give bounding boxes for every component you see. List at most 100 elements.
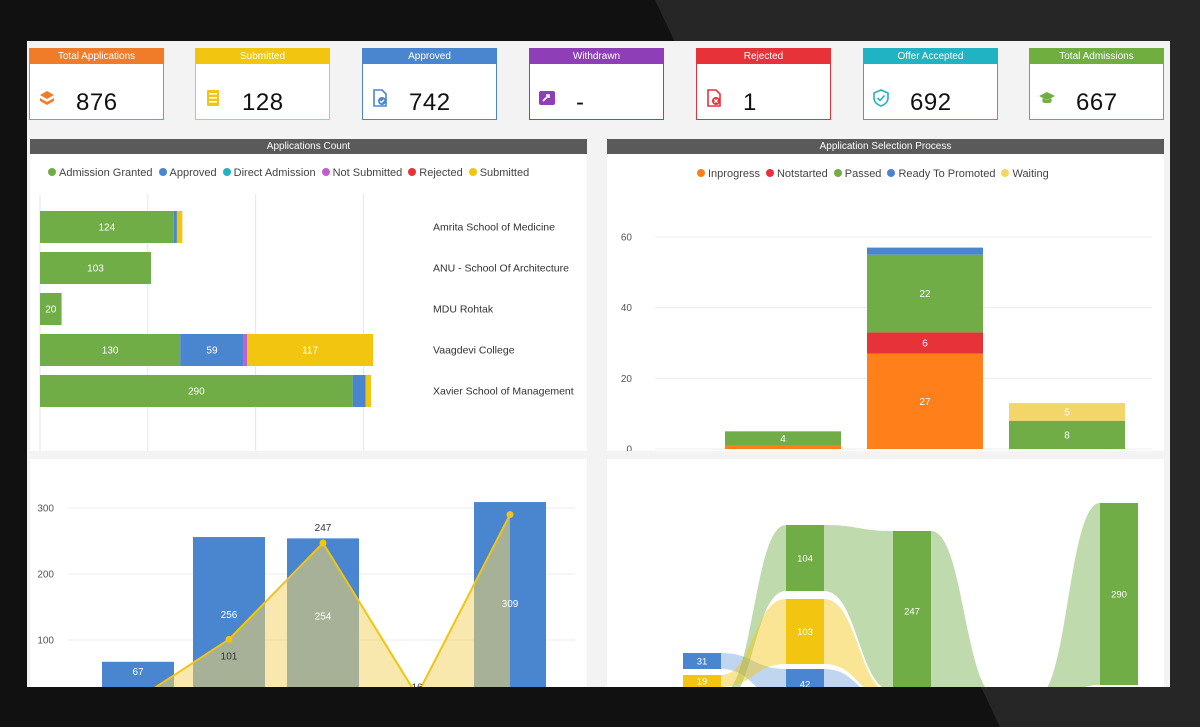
bar-passed: [867, 254, 983, 333]
bar-approved: [352, 375, 366, 407]
legend-item-passed: Passed: [833, 168, 882, 180]
data-label: 103: [797, 627, 813, 638]
data-label: 290: [188, 387, 205, 398]
ribbon-yellow: [683, 599, 879, 687]
bar-not-submitted: [243, 334, 247, 366]
legend-item-admission-granted: Admission Granted: [48, 167, 153, 179]
ribbon-segment: [1100, 503, 1138, 685]
bar-admission-granted: [40, 211, 174, 243]
legend-label: Waiting: [1012, 168, 1049, 180]
data-label: 19: [697, 677, 708, 688]
y-tick-label: 60: [621, 233, 633, 244]
legend-swatch: [833, 169, 842, 177]
line-point: [506, 511, 514, 519]
data-label: 117: [302, 346, 318, 357]
data-label: 124: [99, 223, 116, 234]
ribbon-green: [731, 503, 1138, 687]
legend-label: Approved: [169, 167, 217, 179]
legend-item-waiting: Waiting: [1001, 168, 1049, 180]
legend-item-approved: Approved: [158, 167, 217, 179]
data-label: 247: [904, 607, 920, 618]
line-point: [319, 539, 327, 547]
bar-inprogress: [725, 445, 841, 449]
yearly-ribbon-panel: 1510424716290191033142192018201920202020…: [607, 459, 1164, 687]
data-label: 103: [87, 264, 104, 275]
legend-item-notstarted: Notstarted: [765, 168, 828, 180]
kpi-value: 692: [910, 89, 952, 116]
kpi-label: Offer Accepted: [864, 49, 997, 64]
data-label: 130: [102, 346, 119, 357]
selection-process-chart: 020406042762285Amrita School of Medicine…: [621, 233, 1152, 451]
data-label: 31: [697, 657, 708, 668]
line-data-label: 101: [221, 651, 238, 662]
kpi-value: 667: [1076, 89, 1118, 116]
legend-label: Inprogress: [708, 168, 760, 180]
applications-count-chart: 0100200300124Amrita School of Medicine10…: [39, 194, 574, 451]
legend-swatch: [697, 169, 705, 177]
category-label: Vaagdevi College: [433, 345, 515, 357]
bar-approved: [173, 211, 177, 243]
data-label: 42: [800, 680, 811, 688]
kpi-card-total-admissions: Total Admissions 667: [1029, 48, 1164, 120]
legend-item-ready-to-promoted: Ready To Promoted: [887, 168, 995, 180]
y-tick-label: 20: [621, 374, 633, 385]
line-area: [155, 514, 510, 687]
legend-swatch: [321, 168, 330, 176]
rejected-doc-icon: [705, 89, 723, 107]
line-point: [225, 635, 233, 643]
bar-submitted: [176, 211, 183, 243]
data-label: 27: [919, 397, 931, 408]
data-label: 59: [206, 346, 218, 357]
legend-item-inprogress: Inprogress: [697, 168, 760, 180]
bar-notstarted: [867, 332, 983, 354]
y-tick-label: 40: [621, 303, 633, 314]
line-data-label: 16: [411, 682, 423, 687]
kpi-label: Withdrawn: [530, 49, 663, 64]
bar-waiting: [1009, 403, 1125, 421]
y-tick-label: 300: [37, 504, 54, 515]
bar-admission-granted: [40, 252, 152, 284]
shield-check-icon: [872, 89, 890, 107]
y-tick-label: 100: [37, 636, 54, 647]
applications-count-panel: Applications Count Admission Granted Appr…: [30, 139, 587, 451]
ribbon-segment: [786, 599, 824, 664]
kpi-label: Total Applications: [30, 49, 163, 64]
legend-label: Rejected: [419, 167, 463, 179]
data-label: 4: [780, 434, 786, 445]
kpi-card-offer-accepted: Offer Accepted 692: [863, 48, 998, 120]
yearly-applications-chart: 0100200300672562543091110124716192018201…: [37, 502, 575, 687]
data-label: 22: [919, 289, 931, 300]
legend-label: Not Submitted: [332, 167, 403, 179]
data-label: 104: [797, 554, 813, 565]
legend-swatch: [158, 168, 167, 176]
data-label: 20: [45, 305, 57, 316]
kpi-card-withdrawn: Withdrawn -: [529, 48, 664, 120]
kpi-card-approved: Approved 742: [362, 48, 497, 120]
legend-label: Notstarted: [776, 168, 828, 180]
legend-label: Submitted: [479, 167, 530, 179]
bar-submitted: [365, 375, 371, 407]
legend-item-not-submitted: Not Submitted: [321, 167, 403, 179]
bar-data-label: 309: [502, 599, 519, 610]
selection-process-title: Application Selection Process: [607, 139, 1164, 154]
legend-swatch: [408, 168, 417, 176]
graduation-cap-icon: [1038, 89, 1056, 107]
legend-swatch: [887, 169, 896, 177]
kpi-value: 128: [242, 89, 284, 116]
kpi-card-submitted: Submitted 128: [195, 48, 330, 120]
bar-submitted: [247, 334, 374, 366]
bar-approved: [180, 334, 244, 366]
ribbon-segment: [683, 675, 721, 687]
category-label: MDU Rohtak: [433, 304, 494, 316]
category-label: Amrita School of Medicine: [433, 222, 555, 234]
selection-process-panel: Application Selection Process Inprogress…: [607, 139, 1164, 451]
bar-data-label: 254: [315, 611, 332, 622]
selection-process-legend: Inprogress Notstarted Passed Ready To Promo…: [697, 168, 1055, 180]
legend-label: Passed: [844, 168, 882, 180]
line-data-label: 247: [315, 523, 332, 534]
kpi-card-total-applications: Total Applications 876: [29, 48, 164, 120]
kpi-card-rejected: Rejected 1: [696, 48, 831, 120]
bar-admission-granted: [40, 334, 181, 366]
approved-doc-icon: [371, 89, 389, 107]
data-label: 8: [1064, 430, 1070, 441]
